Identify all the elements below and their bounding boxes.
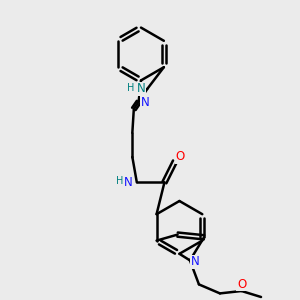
Text: N: N xyxy=(136,82,145,95)
Text: H: H xyxy=(116,176,123,186)
Text: H: H xyxy=(127,82,135,93)
Text: N: N xyxy=(141,95,150,109)
Text: O: O xyxy=(176,150,185,164)
Text: N: N xyxy=(124,176,133,189)
Text: N: N xyxy=(191,255,200,268)
Text: O: O xyxy=(237,278,246,291)
